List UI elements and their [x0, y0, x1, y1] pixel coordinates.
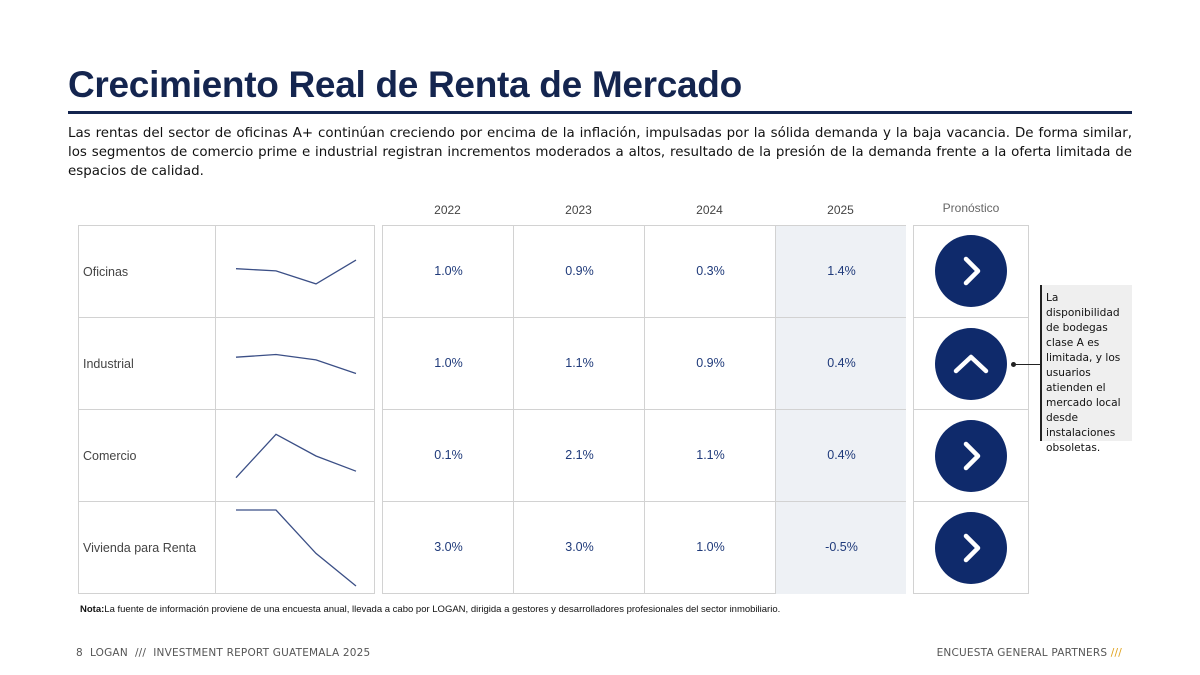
- year-header-2023: 2023: [565, 203, 592, 217]
- sparkline-oficinas: [235, 259, 357, 285]
- value-cell: 1.4%: [827, 264, 856, 278]
- intro-paragraph: Las rentas del sector de oficinas A+ con…: [68, 126, 1132, 179]
- row-label-cell: Vivienda para Renta: [79, 502, 216, 594]
- forecast-year-shading: [776, 226, 906, 594]
- footer-right: ENCUESTA GENERAL PARTNERS ///: [937, 647, 1122, 659]
- chevron-right-icon: [935, 420, 1007, 492]
- row-label-oficinas: Oficinas: [83, 265, 129, 279]
- row-label-cell: Industrial: [79, 318, 216, 410]
- value-cell: 0.9%: [696, 356, 725, 370]
- row-label-comercio: Comercio: [83, 449, 137, 463]
- chevron-up-icon: [935, 328, 1007, 400]
- sparkline-vivienda: [236, 509, 357, 587]
- value-cell: 1.1%: [696, 448, 725, 462]
- row-label-industrial: Industrial: [83, 357, 134, 371]
- year-header-2024: 2024: [696, 203, 723, 217]
- value-cell: 0.4%: [827, 448, 856, 462]
- value-cell: 1.1%: [565, 356, 594, 370]
- sparkline-cell: [216, 410, 375, 502]
- footer-right-text: ENCUESTA GENERAL PARTNERS: [936, 647, 1108, 659]
- value-cell: 0.1%: [434, 448, 463, 462]
- row-label-cell: Comercio: [79, 410, 216, 502]
- row-label-vivienda: Vivienda para Renta: [83, 541, 197, 555]
- sparkline-cell: [216, 502, 375, 594]
- value-cell: 0.9%: [565, 264, 594, 278]
- value-cell: 1.0%: [696, 540, 725, 554]
- sparkline-comercio: [235, 433, 357, 479]
- callout-connector-line: [1013, 364, 1040, 365]
- chevron-right-icon: [935, 512, 1007, 584]
- chevron-right-icon: [935, 235, 1007, 307]
- sparkline-industrial: [235, 353, 357, 375]
- sparkline-cell: [216, 226, 375, 318]
- industrial-callout: La disponibilidad de bodegas clase A es …: [1040, 285, 1132, 454]
- page-title: Crecimiento Real de Renta de Mercado: [68, 64, 742, 105]
- note-label: Nota: [80, 604, 102, 615]
- value-cell: 3.0%: [434, 540, 463, 554]
- footer-left: 8 LOGAN /// INVESTMENT REPORT GUATEMALA …: [76, 647, 371, 659]
- row-label-cell: Oficinas: [79, 226, 216, 318]
- values-table: 1.0% 0.9% 0.3% 1.4% 1.0% 1.1% 0.9% 0.4% …: [382, 225, 906, 594]
- forecast-table: [913, 225, 1029, 594]
- value-cell: -0.5%: [825, 540, 858, 554]
- forecast-header: Pronóstico: [942, 201, 1000, 215]
- sparkline-cell: [216, 318, 375, 410]
- title-rule: [68, 111, 1132, 114]
- year-header-2022: 2022: [434, 203, 461, 217]
- value-cell: 1.0%: [434, 264, 463, 278]
- value-cell: 3.0%: [565, 540, 594, 554]
- note-text: La fuente de información proviene de una…: [104, 604, 781, 615]
- source-note: Nota:La fuente de información proviene d…: [80, 604, 781, 615]
- value-cell: 0.3%: [696, 264, 725, 278]
- label-table: Oficinas Industrial Comercio Vivienda pa…: [78, 225, 375, 594]
- value-cell: 2.1%: [565, 448, 594, 462]
- footer-accent: ///: [1110, 647, 1122, 659]
- value-cell: 0.4%: [827, 356, 856, 370]
- year-header-2025: 2025: [827, 203, 854, 217]
- value-cell: 1.0%: [434, 356, 463, 370]
